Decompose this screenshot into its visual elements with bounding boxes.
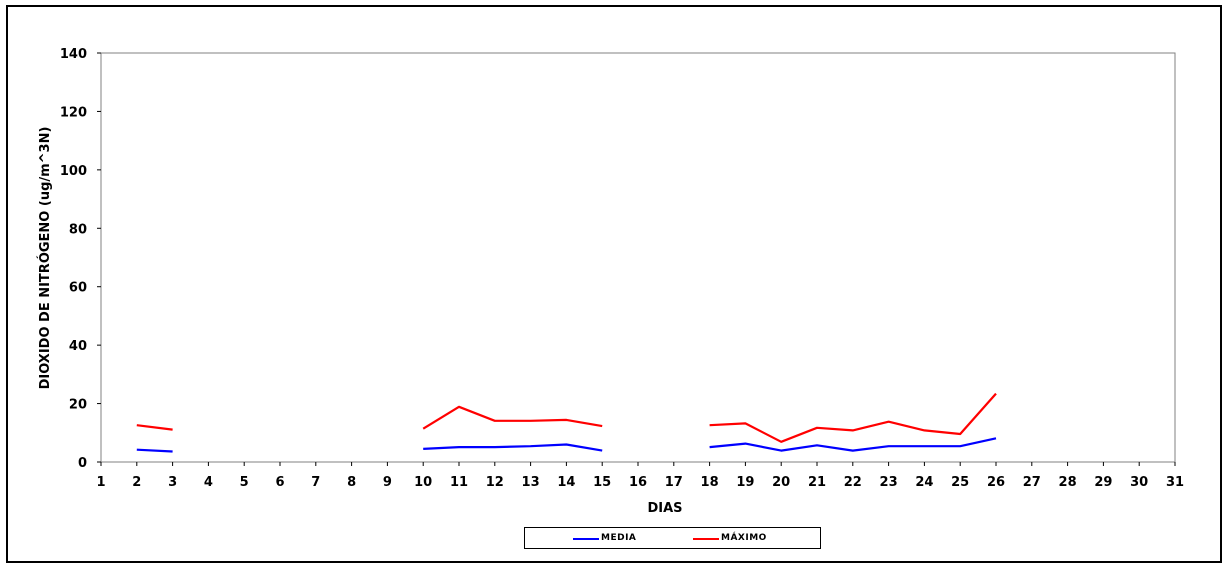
x-tick-label-17: 17 [665, 475, 683, 490]
series-line-maximo-segment-0 [136, 424, 173, 431]
y-tick-label-0: 0 [78, 456, 87, 471]
y-tick-label-140: 140 [60, 47, 87, 62]
y-tick-label-100: 100 [60, 164, 87, 179]
x-tick-label-29: 29 [1094, 475, 1112, 490]
x-tick-label-4: 4 [204, 475, 213, 490]
x-tick-label-21: 21 [808, 475, 826, 490]
y-tick-label-20: 20 [69, 398, 87, 413]
x-tick-label-28: 28 [1059, 475, 1077, 490]
x-tick-label-10: 10 [414, 475, 432, 490]
legend: MEDIA MÁXIMO [524, 527, 821, 549]
x-tick-label-12: 12 [486, 475, 504, 490]
series-layer [136, 392, 997, 453]
x-tick-label-15: 15 [593, 475, 611, 490]
y-tick-label-40: 40 [69, 339, 87, 354]
x-tick-label-31: 31 [1166, 475, 1184, 490]
series-line-media-segment-2 [709, 437, 997, 452]
x-tick-label-9: 9 [383, 475, 392, 490]
x-tick-label-5: 5 [240, 475, 249, 490]
x-tick-label-18: 18 [701, 475, 719, 490]
series-line-maximo-segment-2 [709, 392, 997, 443]
x-axis: 1 2 3 4 5 6 7 8 9 10 11 12 13 14 15 16 17 18 19 20 21 22 23 24 2… [96, 462, 1184, 490]
y-tick-label-80: 80 [69, 222, 87, 237]
legend-label-media: MEDIA [601, 533, 637, 543]
series-line-maximo-segment-1 [422, 405, 603, 430]
x-axis-title: DIAS [647, 501, 682, 516]
y-tick-label-120: 120 [60, 105, 87, 120]
y-tick-label-60: 60 [69, 281, 87, 296]
legend-label-maximo: MÁXIMO [721, 533, 767, 543]
x-tick-label-7: 7 [311, 475, 320, 490]
legend-swatch-maximo [693, 538, 719, 540]
x-tick-label-16: 16 [629, 475, 647, 490]
series-line-media-segment-0 [136, 448, 173, 453]
x-tick-label-13: 13 [522, 475, 540, 490]
x-tick-label-22: 22 [844, 475, 862, 490]
x-tick-label-11: 11 [450, 475, 468, 490]
x-tick-label-3: 3 [168, 475, 177, 490]
x-tick-label-27: 27 [1023, 475, 1041, 490]
x-tick-label-2: 2 [132, 475, 141, 490]
x-tick-label-30: 30 [1130, 475, 1148, 490]
x-tick-label-1: 1 [96, 475, 105, 490]
x-tick-label-20: 20 [772, 475, 790, 490]
y-axis-title: DIOXIDO DE NITRÓGENO (ug/m^3N) [37, 127, 53, 390]
series-line-media-segment-1 [423, 443, 603, 452]
x-tick-label-19: 19 [736, 475, 754, 490]
x-tick-label-26: 26 [987, 475, 1005, 490]
x-tick-label-25: 25 [951, 475, 969, 490]
x-tick-label-23: 23 [880, 475, 898, 490]
x-tick-label-24: 24 [915, 475, 933, 490]
x-tick-label-8: 8 [347, 475, 356, 490]
legend-swatch-media [573, 538, 599, 540]
plot-area [100, 52, 1176, 463]
x-tick-label-6: 6 [275, 475, 284, 490]
x-tick-label-14: 14 [557, 475, 575, 490]
y-axis: 0 20 40 60 80 100 120 140 [60, 47, 101, 471]
